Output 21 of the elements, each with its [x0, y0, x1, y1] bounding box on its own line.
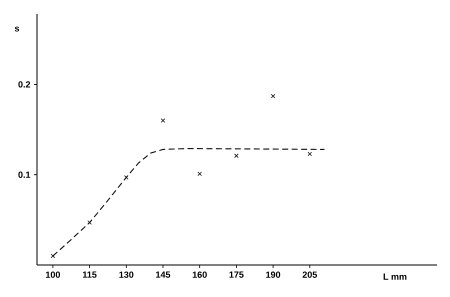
point: [50, 254, 56, 258]
y-tick-label: 0.2: [18, 81, 30, 88]
x-tick-label: 145: [156, 272, 170, 278]
point: [124, 175, 129, 180]
point: [160, 118, 166, 123]
point: [197, 172, 202, 176]
x-tick-label: 115: [82, 272, 97, 278]
point: [308, 152, 312, 156]
x-tick-label: 190: [266, 272, 280, 278]
x-tick-label: 130: [119, 272, 134, 278]
point: [270, 94, 276, 98]
line-series: [52, 148, 326, 257]
point: [87, 220, 92, 225]
point: [234, 154, 239, 158]
y-axis-title: s: [14, 26, 20, 32]
y-tick-label: 0.1: [18, 172, 30, 178]
x-tick-label: 205: [302, 272, 318, 278]
x-axis-title: L mm: [384, 274, 406, 280]
x-tick-label: 100: [46, 272, 60, 278]
x-tick-label: 175: [229, 272, 244, 278]
x-tick-label: 160: [192, 272, 207, 278]
